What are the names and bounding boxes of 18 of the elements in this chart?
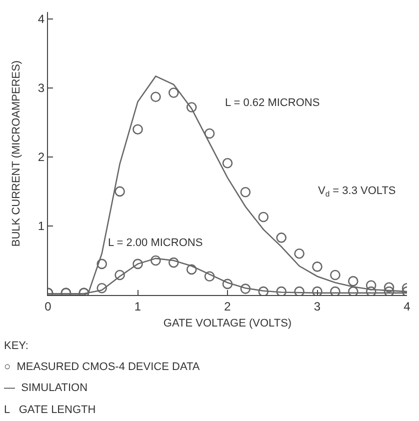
x-tick-label: 3 [314, 299, 321, 314]
text: KEY: [4, 340, 28, 352]
text: ○ MEASURED CMOS-4 DEVICE DATA [4, 361, 200, 373]
y-tick-label: 4 [38, 12, 45, 26]
y-tick-label: 1 [38, 219, 45, 234]
text: L GATE LENGTH [4, 404, 96, 416]
y-axis-title: BULK CURRENT (MICROAMPERES) [10, 60, 23, 247]
x-tick-label: 0 [44, 299, 52, 314]
y-tick-label: 2 [38, 150, 45, 164]
x-tick-label: 2 [224, 299, 232, 314]
annotation: V$_{d}$ = 3.3 VOLTS [318, 185, 396, 198]
annotation: L = 2.00 MICRONS [108, 237, 203, 249]
x-axis-title: GATE VOLTAGE (VOLTS) [163, 318, 292, 330]
y-tick-label: 3 [38, 81, 45, 96]
x-tick-label: 4 [404, 299, 411, 314]
text: — SIMULATION [4, 382, 88, 394]
annotation: L = 0.62 MICRONS [225, 97, 320, 109]
x-tick-label: 1 [134, 299, 142, 314]
